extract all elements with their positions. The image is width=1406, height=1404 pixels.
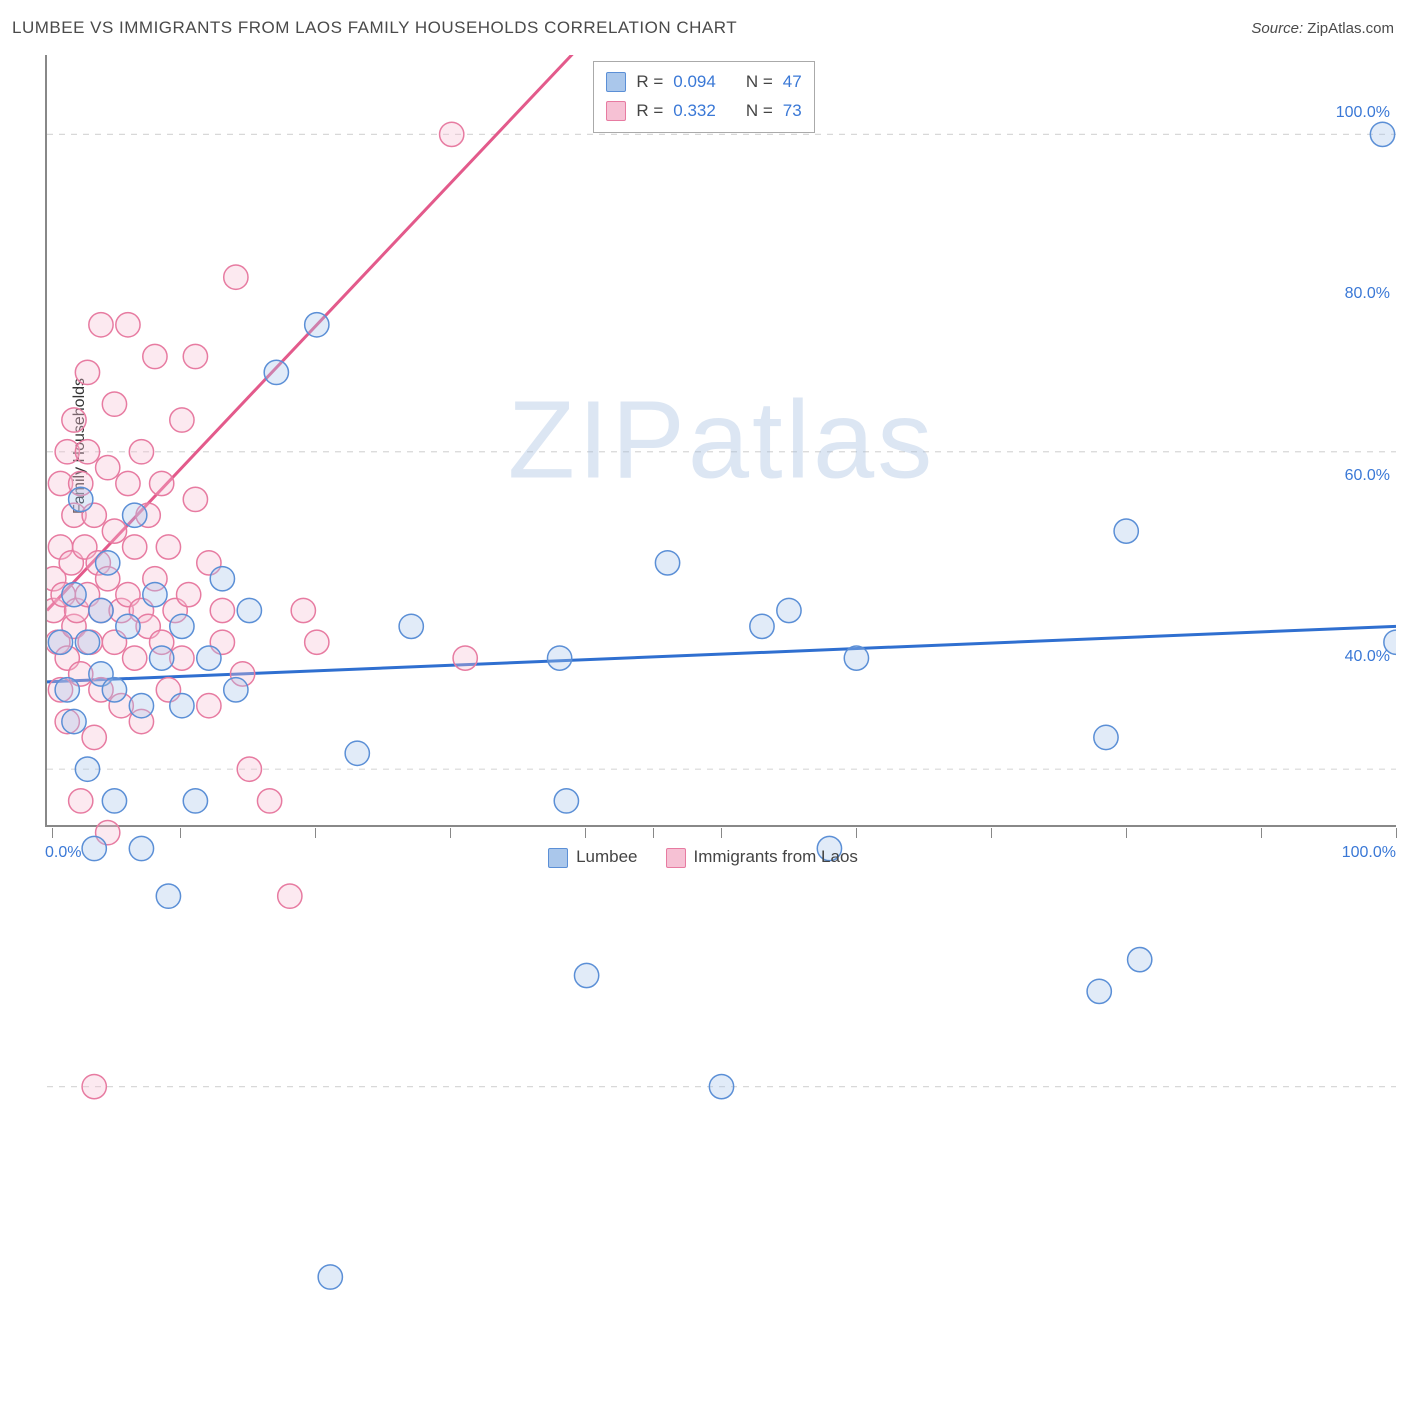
legend-item-laos: Immigrants from Laos (666, 847, 858, 868)
stats-row-lumbee: R = 0.094 N = 47 (606, 68, 801, 97)
stats-row-laos: R = 0.332 N = 73 (606, 97, 801, 126)
legend-swatch-lumbee (548, 848, 568, 868)
y-grid-label: 40.0% (1345, 648, 1390, 666)
legend-swatch-laos (666, 848, 686, 868)
legend-label-laos: Immigrants from Laos (694, 847, 858, 866)
x-axis-ticks (45, 828, 1396, 840)
stats-n-label: N = (746, 68, 773, 97)
source-label: Source: (1251, 20, 1303, 37)
correlation-stats-box: R = 0.094 N = 47 R = 0.332 N = 73 (593, 61, 814, 133)
chart-title: LUMBEE VS IMMIGRANTS FROM LAOS FAMILY HO… (12, 18, 737, 38)
legend-item-lumbee: Lumbee (548, 847, 637, 868)
chart-header: LUMBEE VS IMMIGRANTS FROM LAOS FAMILY HO… (12, 18, 1394, 38)
y-grid-label: 60.0% (1345, 467, 1390, 485)
stats-r-label: R = (636, 97, 663, 126)
y-grid-label: 100.0% (1336, 104, 1390, 122)
scatter-svg (47, 55, 1396, 1404)
stats-n-label: N = (746, 97, 773, 126)
source-value: ZipAtlas.com (1307, 20, 1394, 37)
stats-n-value: 47 (783, 68, 802, 97)
stats-r-label: R = (636, 68, 663, 97)
stats-n-value: 73 (783, 97, 802, 126)
bottom-legend: Lumbee Immigrants from Laos (0, 847, 1406, 868)
stats-swatch (606, 72, 626, 92)
y-grid-label: 80.0% (1345, 285, 1390, 303)
chart-plot-area: ZIPatlas R =0.094N =47R =0.332N =73 40.0… (45, 55, 1396, 827)
stats-r-value: 0.332 (673, 97, 716, 126)
legend-label-lumbee: Lumbee (576, 847, 637, 866)
stats-swatch (606, 101, 626, 121)
chart-source: Source: ZipAtlas.com (1251, 20, 1394, 37)
stats-r-value: 0.094 (673, 68, 716, 97)
